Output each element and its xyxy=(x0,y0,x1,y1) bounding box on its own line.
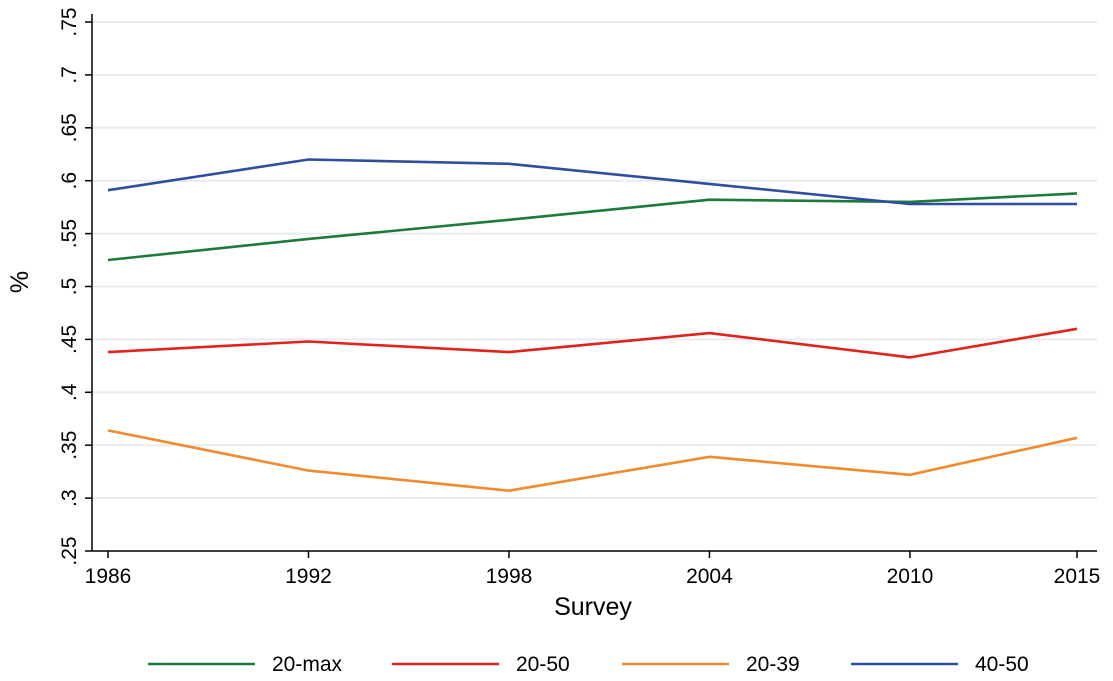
y-tick-label: .75 xyxy=(58,7,81,36)
y-tick-label: .55 xyxy=(58,219,81,248)
legend-label: 20-50 xyxy=(516,653,570,676)
legend-label: 20-39 xyxy=(746,653,800,676)
y-tick-label: .7 xyxy=(58,66,81,84)
y-tick-label: .3 xyxy=(58,489,81,507)
x-tick-label: 1992 xyxy=(285,565,332,588)
y-tick-label: .4 xyxy=(58,383,81,401)
x-tick-label: 2010 xyxy=(887,565,934,588)
y-tick-label: .65 xyxy=(58,113,81,142)
grid-lines xyxy=(92,21,1097,500)
x-tick-label: 1986 xyxy=(85,565,132,588)
y-tick-label: .45 xyxy=(58,325,81,354)
y-tick-label: .6 xyxy=(58,172,81,190)
x-axis-ticks: 1986 1992 1998 2004 2010 2015 xyxy=(85,551,1101,588)
y-tick-label: .25 xyxy=(58,536,81,565)
legend-label: 20-max xyxy=(272,653,343,676)
x-tick-label: 1998 xyxy=(486,565,533,588)
x-tick-label: 2015 xyxy=(1054,565,1101,588)
y-axis-title: % xyxy=(6,271,34,293)
legend: 20-max 20-50 20-39 40-50 xyxy=(148,653,1029,676)
y-axis-ticks: .25 .3 .35 .4 .45 .5 .55 .6 .65 .7 .75 xyxy=(58,7,92,566)
x-tick-label: 2004 xyxy=(686,565,733,588)
legend-label: 40-50 xyxy=(975,653,1029,676)
axes xyxy=(91,14,1097,552)
series-line-20-50 xyxy=(107,327,1078,359)
y-tick-label: .35 xyxy=(58,431,81,460)
series-lines xyxy=(107,158,1078,493)
series-line-40-50 xyxy=(107,158,1077,206)
series-line-20-max xyxy=(107,192,1078,262)
series-line-20-39 xyxy=(107,429,1078,493)
x-axis-title: Survey xyxy=(554,593,632,621)
y-tick-label: .5 xyxy=(58,278,81,296)
